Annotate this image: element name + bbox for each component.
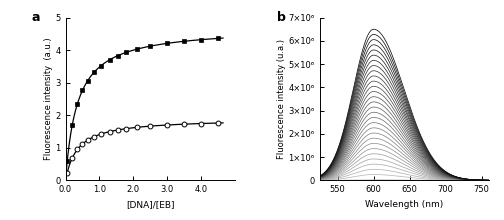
X-axis label: [DNA]/[EB]: [DNA]/[EB]: [126, 200, 174, 209]
Y-axis label: Fluorescence intensity  (a.u.): Fluorescence intensity (a.u.): [43, 38, 52, 160]
Text: a: a: [32, 11, 40, 24]
Y-axis label: Fluorescence intensity (u.a.): Fluorescence intensity (u.a.): [277, 39, 286, 159]
X-axis label: Wavelength (nm): Wavelength (nm): [365, 200, 444, 209]
Text: b: b: [277, 11, 286, 24]
